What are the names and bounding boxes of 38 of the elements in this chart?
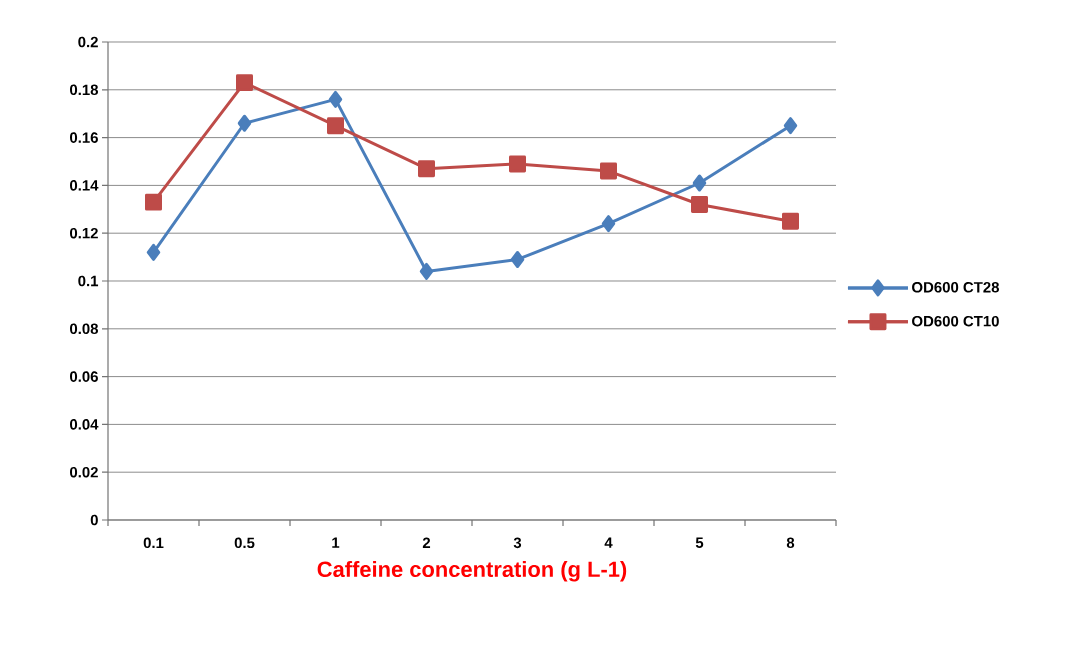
point bbox=[600, 162, 617, 180]
point bbox=[145, 193, 162, 211]
point bbox=[236, 74, 253, 92]
point bbox=[509, 155, 526, 173]
x-tick-label: 3 bbox=[513, 537, 522, 549]
point bbox=[418, 160, 435, 178]
x-tick-label: 0.5 bbox=[234, 537, 255, 549]
legend-label: OD600 CT10 bbox=[912, 315, 999, 327]
point bbox=[327, 117, 344, 135]
x-tick-label: 8 bbox=[786, 537, 795, 549]
x-tick-label: 5 bbox=[695, 537, 704, 548]
point bbox=[328, 90, 343, 108]
y-tick-label: 0.16 bbox=[69, 132, 98, 143]
y-tick-label: 0.02 bbox=[69, 466, 98, 478]
x-tick-label: 2 bbox=[422, 537, 431, 548]
x-tick-label: 4 bbox=[604, 537, 613, 548]
x-tick-label: 0.1 bbox=[143, 537, 164, 549]
y-tick-label: 0.12 bbox=[69, 227, 98, 239]
y-tick-label: 0.14 bbox=[69, 180, 99, 191]
point bbox=[782, 212, 799, 230]
x-tick-label: 1 bbox=[332, 537, 340, 548]
point bbox=[510, 250, 525, 268]
point bbox=[237, 114, 252, 132]
point bbox=[691, 196, 708, 214]
point bbox=[146, 243, 161, 261]
y-tick-label: 0.08 bbox=[69, 323, 99, 335]
point bbox=[601, 215, 616, 233]
x-axis-title: Caffeine concentration (g L-1) bbox=[317, 560, 627, 582]
y-tick-label: 0 bbox=[90, 514, 98, 526]
point bbox=[419, 262, 434, 280]
y-tick-label: 0.2 bbox=[78, 36, 98, 48]
y-tick-label: 0.18 bbox=[69, 84, 99, 96]
y-tick-label: 0.04 bbox=[69, 419, 99, 430]
point bbox=[692, 174, 707, 192]
y-tick-label: 0.06 bbox=[69, 371, 98, 382]
y-tick-label: 0.1 bbox=[78, 275, 99, 287]
point bbox=[783, 117, 798, 135]
legend-label: OD600 CT28 bbox=[912, 281, 1000, 293]
